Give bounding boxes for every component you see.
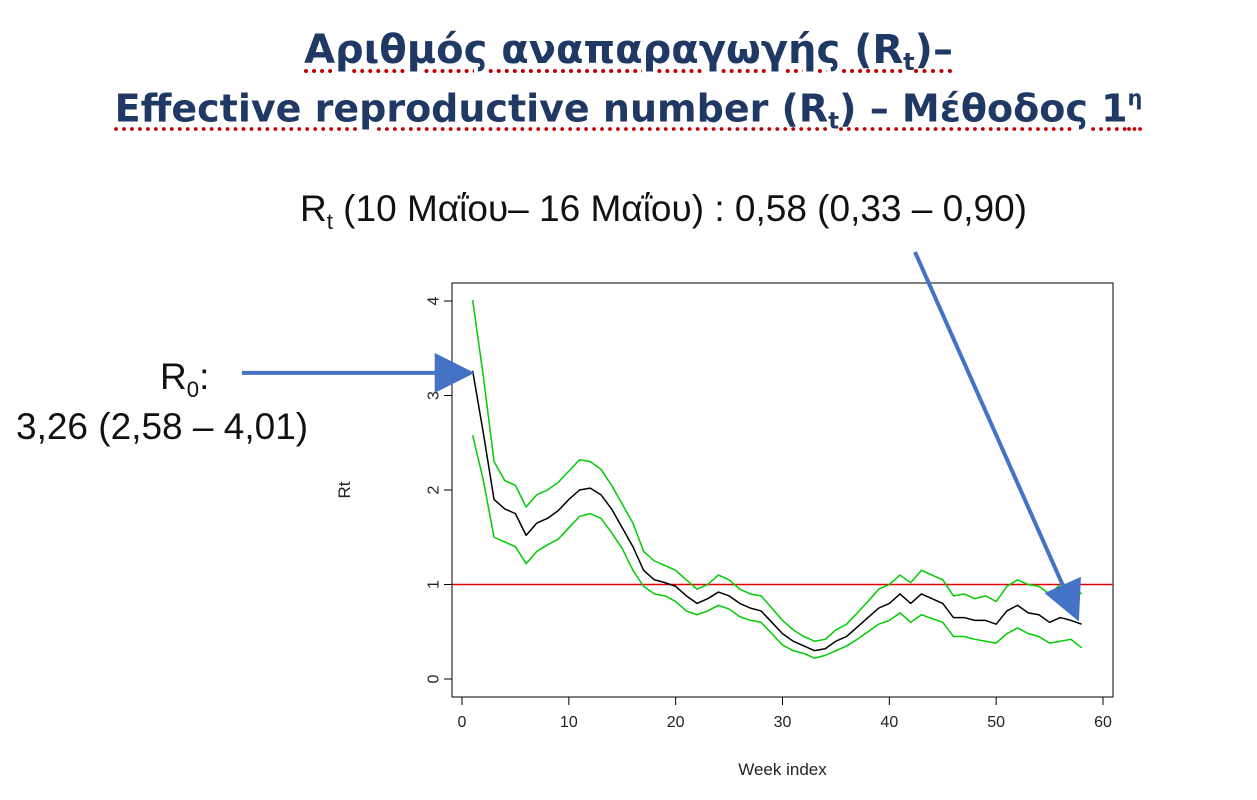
y-tick-label: 2 bbox=[426, 485, 443, 494]
r0-value: 3,26 (2,58 – 4,01) bbox=[16, 406, 309, 447]
y-axis-title: Rt bbox=[335, 481, 354, 498]
x-tick-label: 0 bbox=[458, 714, 467, 731]
r0-label: R0: bbox=[160, 356, 210, 402]
title-line-2: Effective reproductive number (Rt) – Μέθ… bbox=[114, 86, 1143, 135]
title-line-1: Αριθμός αναπαραγωγής (Rt)– bbox=[304, 27, 953, 77]
x-tick-label: 10 bbox=[560, 714, 578, 731]
x-tick-label: 60 bbox=[1094, 714, 1112, 731]
x-tick-label: 40 bbox=[880, 714, 898, 731]
rt-arrow bbox=[913, 251, 1081, 622]
x-axis-title: Week index bbox=[738, 760, 827, 779]
y-tick-label: 4 bbox=[426, 296, 443, 305]
lower-ci-line bbox=[471, 435, 1083, 659]
y-tick-label: 0 bbox=[426, 674, 443, 683]
x-tick-label: 20 bbox=[667, 714, 685, 731]
y-tick-label: 1 bbox=[426, 580, 443, 589]
y-tick-label: 3 bbox=[426, 391, 443, 400]
plot-frame bbox=[451, 282, 1114, 698]
x-tick-label: 50 bbox=[987, 714, 1005, 731]
upper-ci-line bbox=[471, 299, 1083, 642]
estimate-line bbox=[471, 370, 1082, 652]
x-tick-label: 30 bbox=[774, 714, 792, 731]
rt-annotation: Rt (10 Μαΐου– 16 Μαΐου) : 0,58 (0,33 – 0… bbox=[300, 188, 1027, 234]
